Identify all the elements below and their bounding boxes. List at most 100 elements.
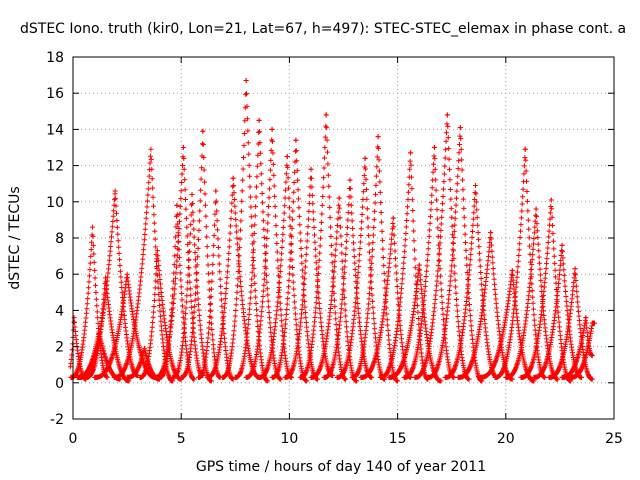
data-point xyxy=(397,299,403,305)
data-point xyxy=(188,222,194,228)
data-point xyxy=(315,277,321,283)
data-point xyxy=(192,242,198,248)
data-point xyxy=(196,237,202,243)
data-point xyxy=(474,215,480,221)
data-point xyxy=(317,250,323,256)
data-point xyxy=(291,286,297,292)
data-point xyxy=(489,248,495,254)
data-point xyxy=(386,260,392,266)
data-point xyxy=(228,216,234,222)
data-point xyxy=(418,286,424,292)
data-point xyxy=(468,323,474,329)
data-point xyxy=(232,318,238,324)
data-point xyxy=(197,322,203,328)
data-point xyxy=(91,259,97,265)
data-point xyxy=(283,179,289,185)
data-point xyxy=(560,261,566,267)
data-point xyxy=(532,322,538,328)
data-point xyxy=(344,238,350,244)
data-point xyxy=(276,289,282,295)
data-point xyxy=(313,253,319,259)
data-point xyxy=(141,247,147,253)
data-point xyxy=(246,162,252,168)
data-point xyxy=(351,254,357,260)
data-point xyxy=(229,200,235,206)
data-point xyxy=(514,279,520,285)
data-point xyxy=(456,328,462,334)
data-point xyxy=(455,313,461,319)
data-point xyxy=(250,255,256,261)
data-point xyxy=(304,378,310,384)
data-point xyxy=(437,258,443,264)
data-point xyxy=(187,240,193,246)
data-point xyxy=(528,266,534,272)
data-point xyxy=(555,285,561,291)
y-tick-label: 8 xyxy=(55,231,64,247)
data-point xyxy=(231,182,237,188)
data-point xyxy=(287,257,293,263)
data-point xyxy=(247,194,253,200)
data-point xyxy=(250,262,256,268)
data-point xyxy=(579,374,585,380)
data-point xyxy=(232,313,238,319)
data-point xyxy=(145,186,151,192)
data-point xyxy=(380,254,386,260)
data-point xyxy=(491,271,497,277)
data-point xyxy=(576,313,582,319)
data-point xyxy=(169,306,175,312)
data-point xyxy=(205,330,211,336)
data-point xyxy=(92,275,98,281)
data-point xyxy=(190,320,196,326)
data-point xyxy=(426,240,432,246)
data-point xyxy=(392,256,398,262)
data-point xyxy=(491,276,497,282)
y-tick-label: -2 xyxy=(50,412,64,428)
data-point xyxy=(266,309,272,315)
data-point xyxy=(349,210,355,216)
data-point xyxy=(377,179,383,185)
data-point xyxy=(190,218,196,224)
data-point xyxy=(343,245,349,251)
data-point xyxy=(430,169,436,175)
data-point xyxy=(355,275,361,281)
data-point xyxy=(427,227,433,233)
data-point xyxy=(151,220,157,226)
data-point xyxy=(492,291,498,297)
data-point xyxy=(183,215,189,221)
data-point xyxy=(407,158,413,164)
data-point xyxy=(525,208,531,214)
data-point xyxy=(226,250,232,256)
data-point xyxy=(286,277,292,283)
data-point xyxy=(196,302,202,308)
data-point xyxy=(322,145,328,151)
data-point xyxy=(334,229,340,235)
data-point xyxy=(175,221,181,227)
data-point xyxy=(284,306,290,312)
data-point xyxy=(153,278,159,284)
data-point xyxy=(529,288,535,294)
data-point xyxy=(150,194,156,200)
data-point xyxy=(313,305,319,311)
data-point xyxy=(195,254,201,260)
data-point xyxy=(290,272,296,278)
data-point xyxy=(542,374,548,380)
data-point xyxy=(152,236,158,242)
data-point xyxy=(233,223,239,229)
data-point xyxy=(190,325,196,331)
data-point xyxy=(300,280,306,286)
data-point xyxy=(395,378,401,384)
data-point xyxy=(283,187,289,193)
data-point xyxy=(170,278,176,284)
data-point xyxy=(188,212,194,218)
data-point xyxy=(157,313,163,319)
data-point xyxy=(157,308,163,314)
data-point xyxy=(514,269,520,275)
data-point xyxy=(276,279,282,285)
data-point xyxy=(531,230,537,236)
data-point xyxy=(375,134,381,140)
data-point xyxy=(183,299,189,305)
data-point xyxy=(452,277,458,283)
data-point xyxy=(251,239,257,245)
data-point xyxy=(254,174,260,180)
data-point xyxy=(446,156,452,162)
